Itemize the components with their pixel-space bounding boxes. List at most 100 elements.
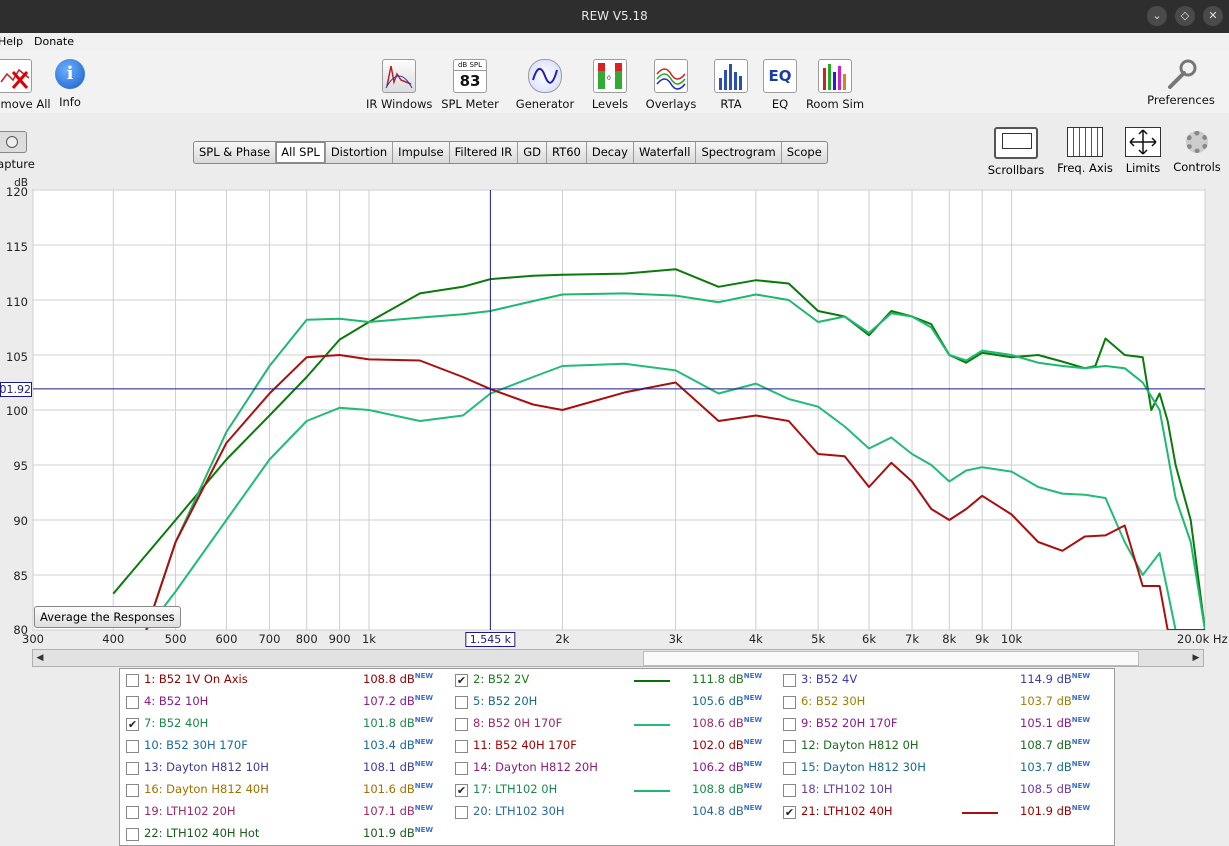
scroll-left-icon[interactable]: ◀ — [36, 653, 44, 663]
legend-item-name[interactable]: 9: B52 20H 170F — [801, 716, 898, 730]
legend-checkbox[interactable]: ✔ — [783, 806, 796, 819]
controls-button[interactable]: Controls — [1170, 127, 1224, 174]
legend-checkbox[interactable] — [783, 740, 796, 753]
legend-checkbox[interactable] — [455, 806, 468, 819]
legend-item-name[interactable]: 16: Dayton H812 40H — [144, 782, 269, 796]
horizontal-scrollbar[interactable]: ◀ ▶ — [32, 649, 1204, 667]
legend-item-name[interactable]: 12: Dayton H812 0H — [801, 738, 919, 752]
levels-button[interactable]: 0 Levels — [586, 59, 634, 111]
tab-spectrogram[interactable]: Spectrogram — [696, 142, 782, 163]
legend-item-name[interactable]: 6: B52 30H — [801, 694, 866, 708]
tab-impulse[interactable]: Impulse — [393, 142, 450, 163]
legend-checkbox[interactable] — [783, 762, 796, 775]
menu-help[interactable]: Help — [0, 35, 24, 48]
legend-item-name[interactable]: 1: B52 1V On Axis — [144, 672, 248, 686]
menu-donate[interactable]: Donate — [34, 35, 74, 48]
legend-checkbox[interactable] — [126, 806, 139, 819]
legend-item-level: 108.8 dBNEW — [363, 672, 434, 686]
legend-item-name[interactable]: 5: B52 20H — [473, 694, 538, 708]
legend-checkbox[interactable] — [455, 696, 468, 709]
minimize-icon[interactable]: ⌄ — [1147, 6, 1167, 26]
legend-checkbox[interactable] — [126, 696, 139, 709]
tab-all-spl[interactable]: All SPL — [276, 142, 326, 163]
legend-checkbox[interactable] — [126, 828, 139, 841]
tab-scope[interactable]: Scope — [786, 145, 822, 159]
limits-button[interactable]: Limits — [1120, 127, 1166, 175]
legend-item: 18: LTH102 10H 108.5 dBNEW — [783, 781, 1100, 801]
remove-all-button[interactable]: Remove All — [0, 59, 51, 111]
legend-item-name[interactable]: 20: LTH102 30H — [473, 804, 565, 818]
eq-button[interactable]: EQ EQ — [760, 59, 800, 111]
legend-line-swatch — [634, 680, 670, 682]
y-tick-label: 80 — [13, 623, 28, 637]
legend-checkbox[interactable] — [126, 762, 139, 775]
legend-item-name[interactable]: 11: B52 40H 170F — [473, 738, 577, 752]
legend-item-name[interactable]: 22: LTH102 40H Hot — [144, 826, 260, 840]
legend-item-name[interactable]: 13: Dayton H812 10H — [144, 760, 269, 774]
new-badge: NEW — [1071, 694, 1091, 703]
legend-checkbox[interactable] — [783, 718, 796, 731]
info-button[interactable]: i Info — [48, 59, 92, 109]
legend-checkbox[interactable]: ✔ — [455, 784, 468, 797]
legend-item-name[interactable]: 15: Dayton H812 30H — [801, 760, 926, 774]
preferences-button[interactable]: Preferences — [1146, 57, 1216, 107]
tab-decay[interactable]: Decay — [587, 142, 634, 163]
legend-item-name[interactable]: 17: LTH102 0H — [473, 782, 558, 796]
legend-item-name[interactable]: 14: Dayton H812 20H — [473, 760, 598, 774]
average-responses-button[interactable]: Average the Responses — [34, 606, 181, 628]
grid — [32, 189, 1206, 631]
tab-filtered-ir[interactable]: Filtered IR — [450, 142, 519, 163]
y-tick-label: 115 — [6, 240, 28, 254]
scroll-thumb[interactable] — [643, 651, 1139, 666]
overlays-button[interactable]: Overlays — [642, 59, 700, 111]
spl-meter-button[interactable]: dB SPL 83 SPL Meter — [441, 59, 499, 111]
maximize-icon[interactable]: ◇ — [1175, 6, 1195, 26]
legend-checkbox[interactable] — [783, 696, 796, 709]
capture-button[interactable]: Capture — [0, 131, 38, 171]
legend-checkbox[interactable] — [126, 674, 139, 687]
legend-checkbox[interactable] — [783, 784, 796, 797]
legend-checkbox[interactable] — [783, 674, 796, 687]
new-badge: NEW — [743, 760, 763, 769]
legend-item-name[interactable]: 10: B52 30H 170F — [144, 738, 248, 752]
legend-line-swatch — [962, 812, 998, 814]
legend-item-name[interactable]: 7: B52 40H — [144, 716, 209, 730]
legend-item-name[interactable]: 3: B52 4V — [801, 672, 858, 686]
curves — [112, 268, 1205, 630]
legend-item: 13: Dayton H812 10H 108.1 dBNEW — [126, 759, 443, 779]
rta-button[interactable]: RTA — [710, 59, 752, 111]
tab-distortion[interactable]: Distortion — [326, 142, 394, 163]
tab-gd[interactable]: GD — [518, 142, 548, 163]
legend-checkbox[interactable] — [455, 718, 468, 731]
tab-spl-phase[interactable]: SPL & Phase — [194, 142, 277, 163]
legend-checkbox[interactable] — [126, 740, 139, 753]
x-tick-label: 2k — [555, 632, 570, 646]
spl-chart[interactable]: dB 120 115 110 105 100 95 90 85 80 101.9… — [0, 175, 1229, 647]
ir-windows-button[interactable]: IR Windows — [366, 59, 432, 111]
legend-checkbox[interactable] — [455, 740, 468, 753]
legend-item-level: 107.1 dBNEW — [363, 804, 434, 818]
legend-item-name[interactable]: 2: B52 2V — [473, 672, 530, 686]
legend-item-name[interactable]: 8: B52 0H 170F — [473, 716, 563, 730]
legend-item-name[interactable]: 4: B52 10H — [144, 694, 209, 708]
legend-checkbox[interactable]: ✔ — [126, 718, 139, 731]
legend-checkbox[interactable] — [455, 762, 468, 775]
x-tick-label: 900 — [328, 632, 351, 646]
room-sim-button[interactable]: Room Sim — [804, 59, 866, 111]
tab-waterfall[interactable]: Waterfall — [634, 142, 697, 163]
legend-item-name[interactable]: 19: LTH102 20H — [144, 804, 236, 818]
legend-item: 5: B52 20H 105.6 dBNEW — [455, 693, 772, 713]
legend-item-name[interactable]: 18: LTH102 10H — [801, 782, 893, 796]
generator-button[interactable]: Generator — [514, 59, 576, 111]
close-icon[interactable]: ✕ — [1203, 6, 1223, 26]
scrollbars-button[interactable]: Scrollbars — [984, 127, 1048, 177]
legend-item-level: 103.4 dBNEW — [363, 738, 434, 752]
new-badge: NEW — [414, 782, 434, 791]
freq-axis-button[interactable]: Freq. Axis — [1054, 127, 1116, 175]
scroll-right-icon[interactable]: ▶ — [1192, 653, 1200, 663]
legend-checkbox[interactable] — [126, 784, 139, 797]
legend-item: 10: B52 30H 170F 103.4 dBNEW — [126, 737, 443, 757]
legend-checkbox[interactable]: ✔ — [455, 674, 468, 687]
legend-item-name[interactable]: 21: LTH102 40H — [801, 804, 893, 818]
tab-rt60[interactable]: RT60 — [547, 142, 587, 163]
